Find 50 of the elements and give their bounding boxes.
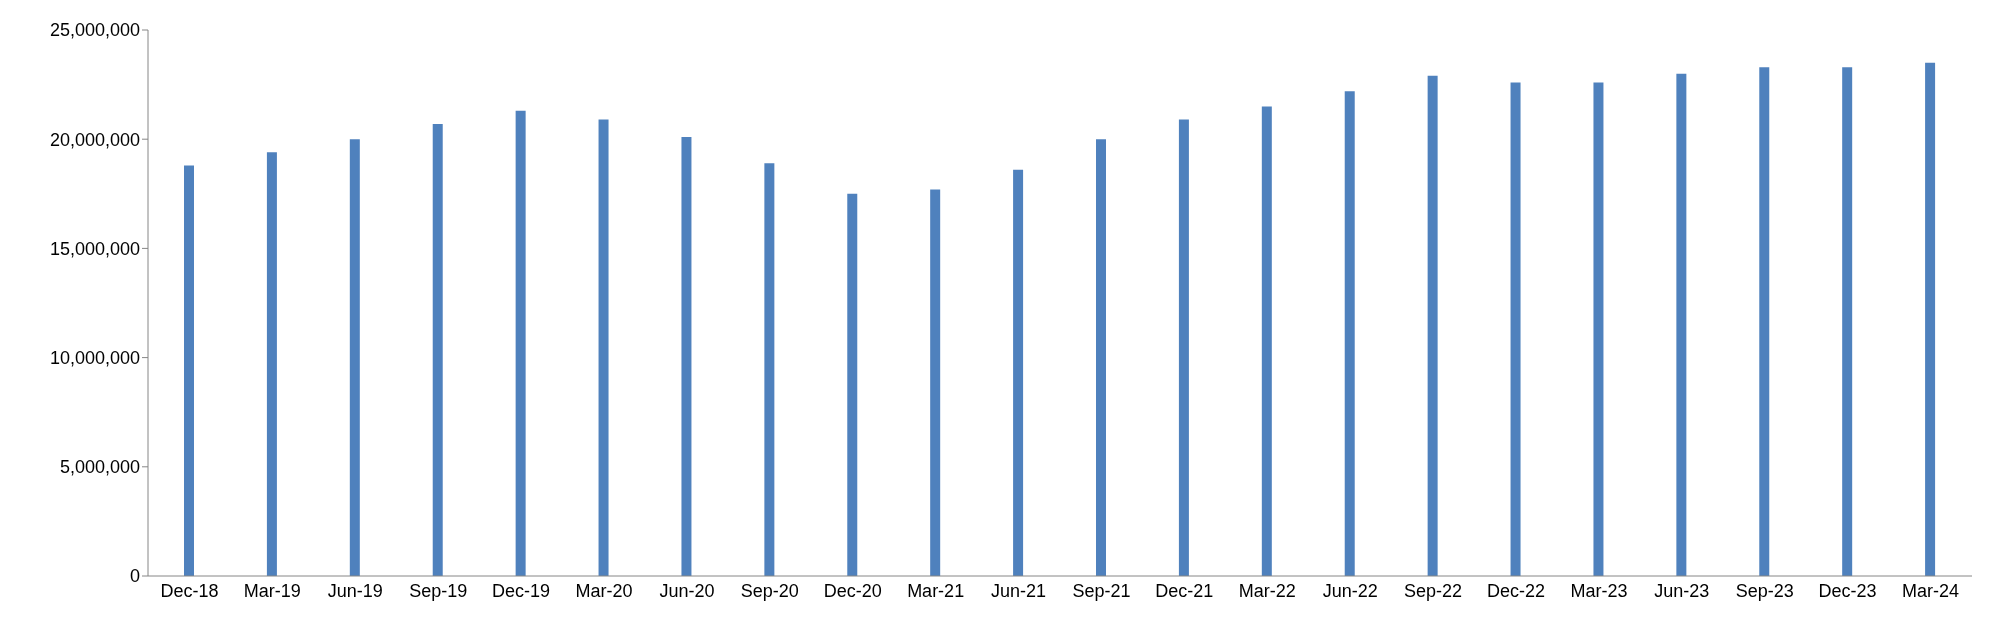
bar: [764, 163, 775, 576]
x-tick-label: Sep-23: [1735, 580, 1794, 601]
y-tick-label: 25,000,000: [49, 20, 140, 41]
bar: [598, 119, 609, 576]
bar: [1842, 67, 1853, 576]
x-tick-label: Mar-19: [243, 580, 301, 601]
bar: [1096, 139, 1106, 576]
bar: [1013, 169, 1024, 576]
x-tick-label: Dec-19: [492, 580, 551, 601]
x-tick-label: Sep-21: [1072, 580, 1131, 601]
bar: [432, 123, 443, 576]
x-tick-label: Sep-22: [1404, 580, 1463, 601]
x-tick-label: Dec-20: [823, 580, 882, 601]
bar: [266, 152, 277, 576]
x-tick-label: Dec-22: [1486, 580, 1546, 601]
bar: [1676, 73, 1687, 576]
x-tick-label: Jun-22: [1322, 580, 1378, 601]
bar: [930, 189, 941, 576]
x-tick-label: Jun-21: [991, 580, 1047, 601]
bar: [1925, 62, 1936, 576]
bar: [1178, 119, 1189, 576]
bar: [1510, 82, 1521, 576]
bar: [1344, 91, 1355, 576]
x-tick-label: Jun-20: [659, 580, 715, 601]
x-tick-label: Mar-20: [575, 580, 633, 601]
bar: [515, 110, 526, 576]
bar: [184, 165, 194, 576]
y-tick-label: 20,000,000: [49, 129, 140, 150]
bar: [847, 193, 858, 576]
y-tick-label: 5,000,000: [59, 457, 140, 478]
bar: [349, 139, 360, 576]
bar: [1427, 75, 1438, 576]
x-tick-label: Sep-20: [740, 580, 799, 601]
bar: [1593, 82, 1604, 576]
x-tick-label: Dec-18: [160, 580, 219, 601]
x-tick-label: Mar-21: [907, 580, 965, 601]
x-tick-label: Mar-23: [1570, 580, 1628, 601]
bar: [1261, 106, 1272, 576]
bar: [681, 137, 692, 576]
x-tick-label: Dec-21: [1155, 580, 1214, 601]
y-tick-label: 0: [129, 566, 140, 587]
x-tick-label: Jun-23: [1654, 580, 1710, 601]
y-tick-label: 15,000,000: [49, 238, 140, 259]
x-tick-label: Mar-24: [1902, 580, 1960, 601]
y-tick-label: 10,000,000: [49, 347, 140, 368]
x-tick-label: Dec-23: [1818, 580, 1877, 601]
x-tick-label: Sep-19: [409, 580, 468, 601]
bar: [1759, 67, 1770, 576]
x-tick-label: Mar-22: [1238, 580, 1296, 601]
x-tick-label: Jun-19: [327, 580, 383, 601]
